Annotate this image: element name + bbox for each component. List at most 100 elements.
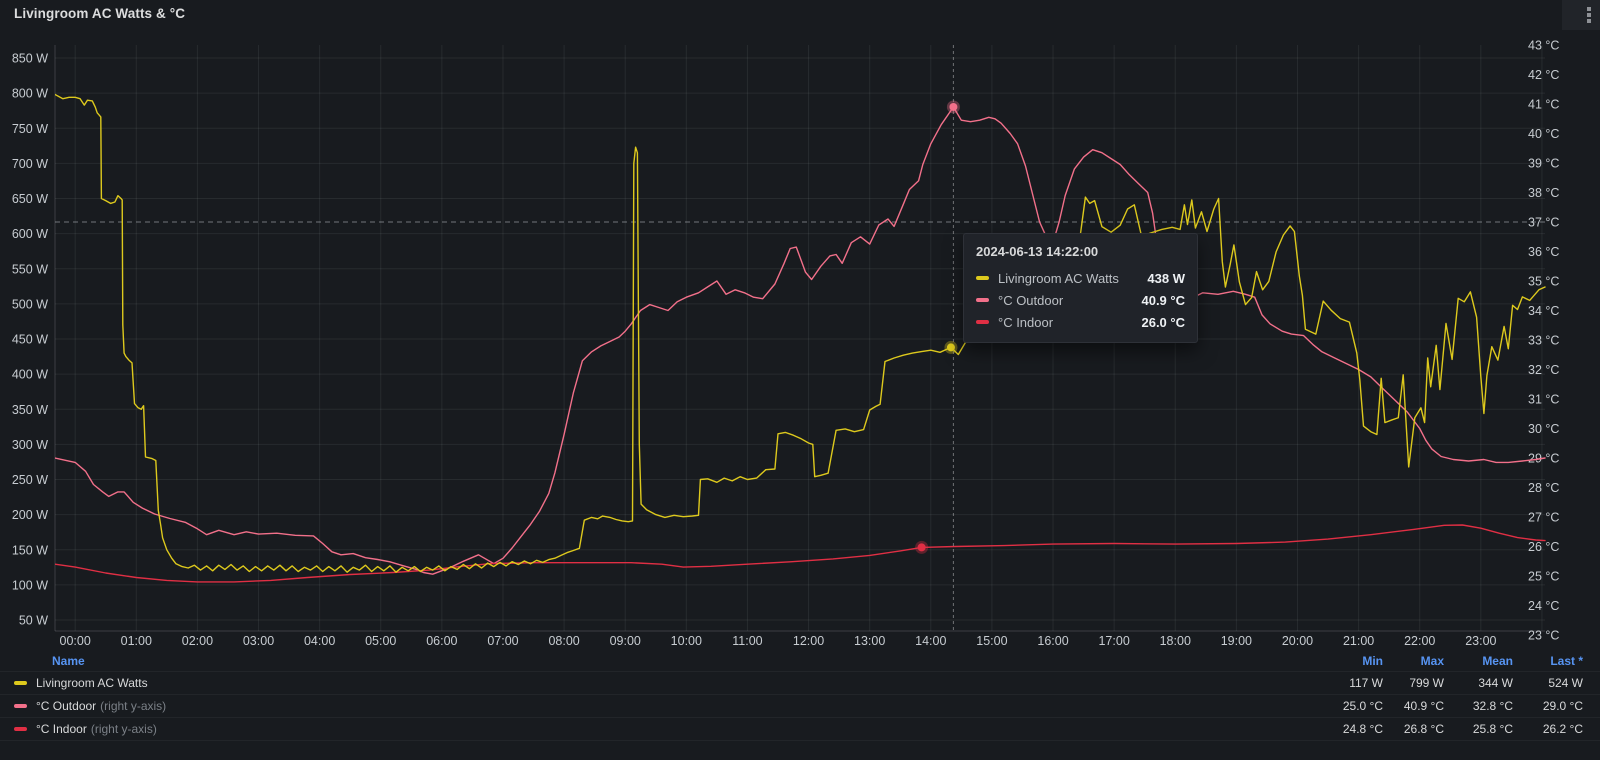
- left-axis-tick: 50 W: [19, 614, 48, 628]
- left-axis-tick: 300 W: [12, 438, 48, 452]
- right-axis-tick: 30 °C: [1528, 422, 1559, 436]
- x-axis-tick: 03:00: [243, 634, 274, 648]
- panel-title: Livingroom AC Watts & °C: [14, 6, 186, 21]
- x-axis-tick: 14:00: [915, 634, 946, 648]
- kebab-menu-icon[interactable]: [1587, 7, 1591, 25]
- left-axis-tick: 250 W: [12, 473, 48, 487]
- legend-end-separator: [0, 740, 1600, 741]
- tooltip-series-value: 40.9 °C: [1141, 292, 1185, 308]
- x-axis-tick: 16:00: [1037, 634, 1068, 648]
- series-color-dash-icon: [14, 681, 27, 685]
- legend-table: Name Min Max Mean Last * Livingroom AC W…: [0, 650, 1600, 741]
- right-axis-tick: 42 °C: [1528, 68, 1559, 82]
- right-axis-tick: 27 °C: [1528, 511, 1559, 525]
- left-axis-tick: 450 W: [12, 333, 48, 347]
- panel-header: Livingroom AC Watts & °C: [0, 0, 1600, 30]
- right-axis-tick: 26 °C: [1528, 540, 1559, 554]
- right-axis-tick: 43 °C: [1528, 39, 1559, 53]
- right-axis-tick: 39 °C: [1528, 157, 1559, 171]
- tooltip-series-label: Livingroom AC Watts: [998, 270, 1119, 286]
- axis-tick-labels: 850 W 800 W 750 W 700 W 650 W 600 W 550 W 500 W…: [12, 39, 1560, 649]
- tooltip-series-value: 26.0 °C: [1141, 314, 1185, 330]
- tooltip-series-value: 438 W: [1147, 270, 1185, 286]
- series-line-watts: [55, 93, 1546, 573]
- hover-point-dot-indoor: [915, 540, 929, 554]
- series-color-dash-icon: [976, 320, 989, 324]
- x-axis-tick: 23:00: [1465, 634, 1496, 648]
- x-axis-tick: 08:00: [548, 634, 579, 648]
- x-axis-tick: 19:00: [1221, 634, 1252, 648]
- panel-edge-strip: [1562, 0, 1600, 30]
- legend-header-min[interactable]: Min: [1362, 653, 1383, 668]
- legend-header-mean[interactable]: Mean: [1482, 653, 1513, 668]
- x-axis-tick: 12:00: [793, 634, 824, 648]
- x-axis-tick: 04:00: [304, 634, 335, 648]
- legend-row: Livingroom AC Watts 117 W 799 W 344 W 524 W: [0, 671, 1600, 694]
- x-axis-tick: 09:00: [610, 634, 641, 648]
- left-axis-tick: 200 W: [12, 508, 48, 522]
- right-axis-tick: 36 °C: [1528, 245, 1559, 259]
- legend-last-value: 524 W: [1548, 676, 1583, 690]
- left-axis-tick: 650 W: [12, 192, 48, 206]
- legend-series-label[interactable]: Livingroom AC Watts: [36, 676, 148, 690]
- legend-series-label[interactable]: °C Outdoor: [36, 699, 97, 713]
- x-axis-tick: 15:00: [976, 634, 1007, 648]
- x-axis-tick: 07:00: [487, 634, 518, 648]
- series-color-dash-icon: [976, 276, 989, 280]
- x-axis-tick: 18:00: [1160, 634, 1191, 648]
- right-axis-tick: 41 °C: [1528, 98, 1559, 112]
- tooltip-row: °C Indoor 26.0 °C: [964, 311, 1197, 333]
- legend-max-value: 40.9 °C: [1403, 699, 1444, 713]
- x-axis-tick: 11:00: [732, 634, 762, 648]
- series-color-dash-icon: [14, 704, 27, 708]
- x-axis-tick: 21:00: [1343, 634, 1374, 648]
- legend-max-value: 26.8 °C: [1403, 722, 1444, 736]
- series-color-dash-icon: [14, 727, 27, 731]
- series-color-dash-icon: [976, 298, 989, 302]
- legend-header-name[interactable]: Name: [52, 653, 85, 668]
- right-axis-tick: 32 °C: [1528, 363, 1559, 377]
- tooltip-row: °C Outdoor 40.9 °C: [964, 289, 1197, 311]
- right-axis-tick: 37 °C: [1528, 216, 1559, 230]
- right-axis-tick: 40 °C: [1528, 127, 1559, 141]
- legend-mean-value: 32.8 °C: [1472, 699, 1513, 713]
- right-axis-tick: 35 °C: [1528, 275, 1559, 289]
- legend-header-last[interactable]: Last *: [1550, 653, 1583, 668]
- hover-point-dot-outdoor: [946, 100, 960, 114]
- left-axis-tick: 150 W: [12, 543, 48, 557]
- right-axis-tick: 33 °C: [1528, 334, 1559, 348]
- left-axis-tick: 750 W: [12, 122, 48, 136]
- tooltip-timestamp: 2024-06-13 14:22:00: [976, 244, 1099, 259]
- right-axis-tick: 28 °C: [1528, 481, 1559, 495]
- left-axis-tick: 400 W: [12, 368, 48, 382]
- left-axis-tick: 700 W: [12, 157, 48, 171]
- legend-series-label[interactable]: °C Indoor: [36, 722, 87, 736]
- legend-header-row: Name Min Max Mean Last *: [0, 650, 1600, 671]
- left-axis-tick: 500 W: [12, 297, 48, 311]
- legend-row: °C Indoor (right y-axis) 24.8 °C 26.8 °C 25.…: [0, 717, 1600, 740]
- legend-mean-value: 344 W: [1478, 676, 1513, 690]
- legend-max-value: 799 W: [1409, 676, 1444, 690]
- legend-last-value: 26.2 °C: [1542, 722, 1583, 736]
- series-line-outdoor: [55, 106, 1546, 575]
- legend-header-max[interactable]: Max: [1420, 653, 1444, 668]
- x-axis-tick: 10:00: [671, 634, 702, 648]
- right-axis-tick: 24 °C: [1528, 599, 1559, 613]
- grid-lines: [54, 45, 1545, 632]
- right-axis-tick: 38 °C: [1528, 186, 1559, 200]
- series-line-indoor: [55, 524, 1546, 583]
- legend-axis-note: (right y-axis): [100, 699, 167, 713]
- legend-min-value: 25.0 °C: [1342, 699, 1383, 713]
- left-axis-tick: 550 W: [12, 262, 48, 276]
- legend-min-value: 117 W: [1349, 676, 1383, 690]
- x-axis-tick: 17:00: [1098, 634, 1129, 648]
- x-axis-tick: 02:00: [182, 634, 213, 648]
- right-axis-tick: 31 °C: [1528, 393, 1559, 407]
- left-axis-tick: 350 W: [12, 403, 48, 417]
- right-axis-tick: 23 °C: [1528, 629, 1559, 643]
- chart-tooltip: 2024-06-13 14:22:00 Livingroom AC Watts 4…: [963, 233, 1198, 343]
- timeseries-chart[interactable]: 850 W 800 W 750 W 700 W 650 W 600 W 550 W 500 W…: [0, 0, 1600, 650]
- tooltip-row: Livingroom AC Watts 438 W: [964, 267, 1197, 289]
- legend-mean-value: 25.8 °C: [1472, 722, 1513, 736]
- x-axis-tick: 00:00: [60, 634, 91, 648]
